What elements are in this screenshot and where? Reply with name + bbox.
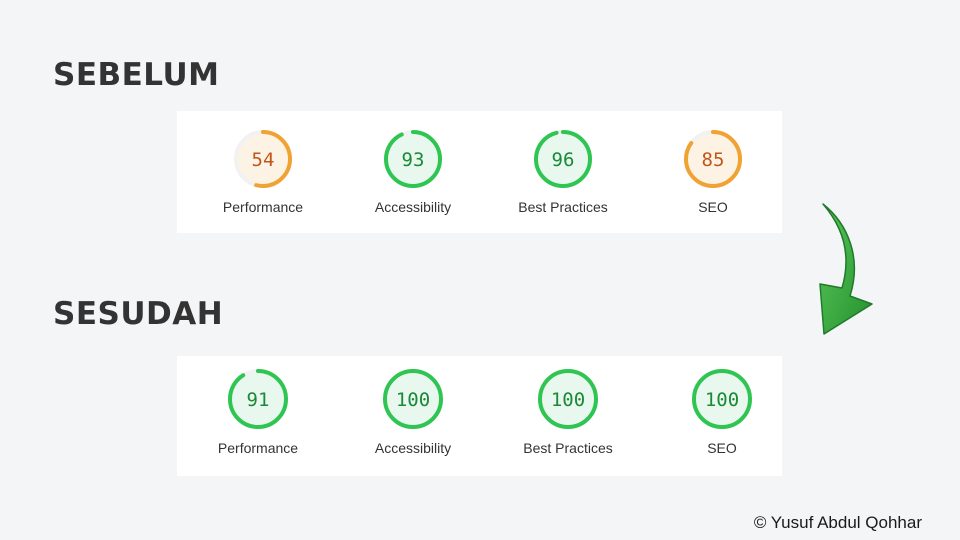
score-value: 93 <box>402 149 425 171</box>
score-label: Accessibility <box>374 199 452 215</box>
gauge-arc <box>534 130 592 188</box>
score-gauge-ring: 54 <box>234 130 292 188</box>
score-label: Performance <box>222 199 304 215</box>
gauge-arc <box>383 369 443 429</box>
score-value: 100 <box>705 389 739 411</box>
score-value: 100 <box>551 389 585 411</box>
gauge-arc <box>384 130 442 188</box>
gauge-arc <box>692 369 752 429</box>
score-gauge-ring: 96 <box>534 130 592 188</box>
scores-panel-after: 91 Performance 100 Accessibility 100 Best Pra… <box>177 356 782 476</box>
section-title-before: SEBELUM <box>53 57 220 93</box>
gauge-after-0: 91 Performance <box>188 367 328 456</box>
score-label: Accessibility <box>374 440 452 456</box>
score-label: Best Practices <box>518 199 608 215</box>
gauge-arc <box>684 130 742 188</box>
gauge-before-0: 54 Performance <box>193 128 333 215</box>
score-label: SEO <box>698 199 728 215</box>
score-label: Best Practices <box>523 440 613 456</box>
gauge-arc <box>228 369 288 429</box>
score-value: 54 <box>252 149 275 171</box>
copyright-credit: © Yusuf Abdul Qohhar <box>753 513 922 532</box>
gauge-before-1: 93 Accessibility <box>343 128 483 215</box>
score-gauge-ring: 93 <box>384 130 442 188</box>
gauge-arc <box>538 369 598 429</box>
score-gauge-ring: 100 <box>383 369 443 429</box>
section-title-after: SESUDAH <box>53 296 224 332</box>
score-gauge-ring: 91 <box>228 369 288 429</box>
gauge-after-2: 100 Best Practices <box>498 367 638 456</box>
score-label: SEO <box>707 440 737 456</box>
gauge-before-2: 96 Best Practices <box>493 128 633 215</box>
gauge-arc <box>234 130 292 188</box>
score-gauge-ring: 100 <box>692 369 752 429</box>
score-label: Performance <box>217 440 299 456</box>
curved-down-arrow-icon <box>819 203 873 335</box>
gauge-after-1: 100 Accessibility <box>343 367 483 456</box>
gauge-after-3: 100 SEO <box>652 367 792 456</box>
score-value: 85 <box>702 149 725 171</box>
score-gauge-ring: 85 <box>684 130 742 188</box>
score-value: 96 <box>552 149 575 171</box>
score-value: 91 <box>247 389 270 411</box>
score-value: 100 <box>396 389 430 411</box>
gauge-before-3: 85 SEO <box>643 128 783 215</box>
score-gauge-ring: 100 <box>538 369 598 429</box>
scores-panel-before: 54 Performance 93 Accessibility 96 Best Pract… <box>177 111 782 233</box>
